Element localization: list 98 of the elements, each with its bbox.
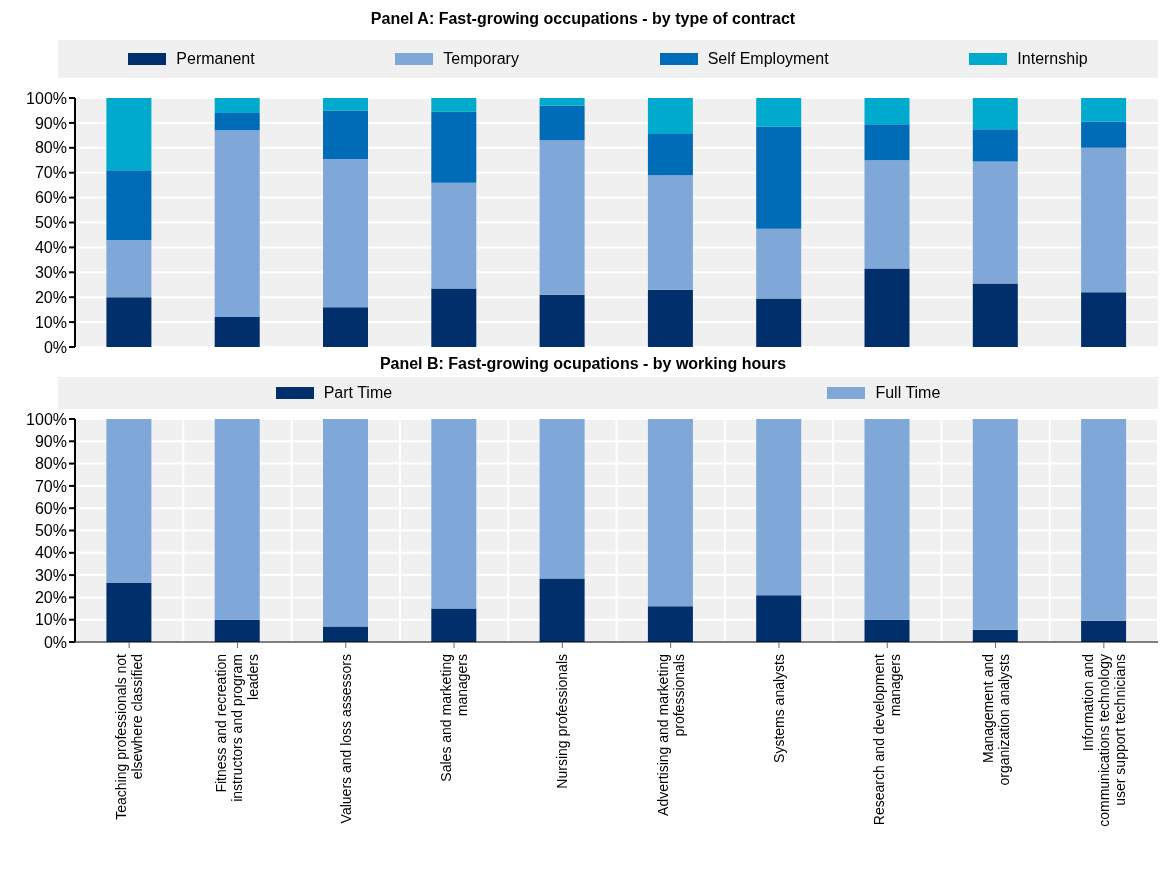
bar: [323, 626, 369, 642]
y-tick-label: 100%: [26, 410, 67, 428]
x-tick-label: Systems analysts: [770, 654, 787, 763]
bar: [864, 419, 910, 620]
bar: [539, 294, 585, 347]
x-tick-label: Research and development managers: [871, 653, 904, 826]
y-tick-label: 0%: [43, 338, 67, 356]
bar: [647, 289, 693, 347]
bar: [756, 126, 802, 229]
y-tick-label: 70%: [34, 477, 67, 495]
x-tick-label: Valuers and loss assessors: [337, 654, 354, 824]
bar: [1081, 147, 1127, 293]
bar: [756, 228, 802, 299]
bar: [864, 98, 910, 125]
y-tick-label: 50%: [34, 214, 67, 232]
legend-label: Internship: [1017, 50, 1088, 68]
bar: [106, 98, 152, 171]
bar: [539, 105, 585, 141]
bar: [431, 419, 477, 609]
x-tick-label: Sales and marketing managers: [438, 654, 471, 782]
bar: [972, 283, 1018, 347]
legend-label: Temporary: [443, 50, 519, 68]
x-tick-label: Advertising and marketing professionals: [654, 654, 687, 816]
y-tick-label: 20%: [34, 288, 67, 306]
x-tick-label: Nursing professionals: [554, 654, 571, 789]
bar: [756, 98, 802, 127]
chart-title: Panel A: Fast-growing occupations - by type of contract: [369, 9, 797, 29]
bar: [864, 619, 910, 642]
bar: [1081, 620, 1127, 642]
bar: [539, 98, 585, 106]
bar: [106, 582, 152, 642]
bar: [539, 419, 585, 579]
y-tick-label: 10%: [34, 611, 67, 629]
y-tick-label: 20%: [34, 589, 67, 607]
bar: [864, 160, 910, 269]
bar: [323, 307, 369, 347]
bar: [1081, 121, 1127, 148]
bar: [539, 140, 585, 295]
bar: [323, 110, 369, 160]
bar: [972, 629, 1018, 642]
bar: [214, 317, 260, 347]
bar: [972, 98, 1018, 130]
bar: [106, 419, 152, 583]
bar: [864, 268, 910, 347]
bar: [214, 112, 260, 131]
y-tick-label: 60%: [34, 189, 67, 207]
bar: [1081, 419, 1127, 621]
bar: [647, 134, 693, 176]
legend-label: Permanent: [176, 50, 255, 68]
legend-label: Self Employment: [707, 50, 829, 68]
legend-label: Part Time: [323, 384, 393, 402]
bar: [214, 419, 260, 620]
chart-title: Panel B: Fast-growing ocupations - by working hours: [379, 355, 787, 372]
y-tick-label: 40%: [34, 239, 67, 257]
bar: [214, 619, 260, 642]
bar: [647, 175, 693, 290]
y-tick-label: 60%: [34, 499, 67, 517]
bar: [756, 595, 802, 642]
y-tick-label: 70%: [34, 164, 67, 182]
y-tick-label: 0%: [43, 633, 67, 651]
y-tick-label: 80%: [34, 455, 67, 473]
y-tick-label: 30%: [34, 263, 67, 281]
y-tick-label: 30%: [34, 566, 67, 584]
bar: [431, 182, 477, 289]
bar: [214, 130, 260, 318]
y-tick-label: 40%: [34, 544, 67, 562]
bar: [756, 419, 802, 596]
bar: [323, 419, 369, 627]
bar: [647, 419, 693, 607]
x-tick-label: Fitness and recreation instructors and program leaders: [213, 654, 262, 802]
y-tick-label: 100%: [26, 89, 67, 107]
bar: [972, 161, 1018, 284]
bar: [106, 170, 152, 240]
bar: [972, 419, 1018, 630]
bar: [647, 606, 693, 642]
bar: [647, 98, 693, 135]
bar: [106, 297, 152, 347]
bar: [1081, 98, 1127, 122]
bar: [539, 578, 585, 642]
bar: [106, 239, 152, 298]
bar: [756, 298, 802, 347]
y-tick-label: 10%: [34, 313, 67, 331]
bar: [323, 159, 369, 308]
bar: [431, 98, 477, 112]
bar: [214, 98, 260, 113]
bar: [323, 98, 369, 111]
legend-label: Full Time: [875, 384, 941, 402]
y-tick-label: 80%: [34, 139, 67, 157]
bar: [431, 288, 477, 347]
y-tick-label: 50%: [34, 522, 67, 540]
bar: [431, 608, 477, 642]
bar: [864, 124, 910, 161]
bar: [1081, 292, 1127, 347]
bar: [972, 129, 1018, 162]
x-tick-label: Teaching professionals not elsewhere classified: [113, 653, 146, 820]
y-tick-label: 90%: [34, 114, 67, 132]
y-tick-label: 90%: [34, 432, 67, 450]
bar: [431, 111, 477, 183]
